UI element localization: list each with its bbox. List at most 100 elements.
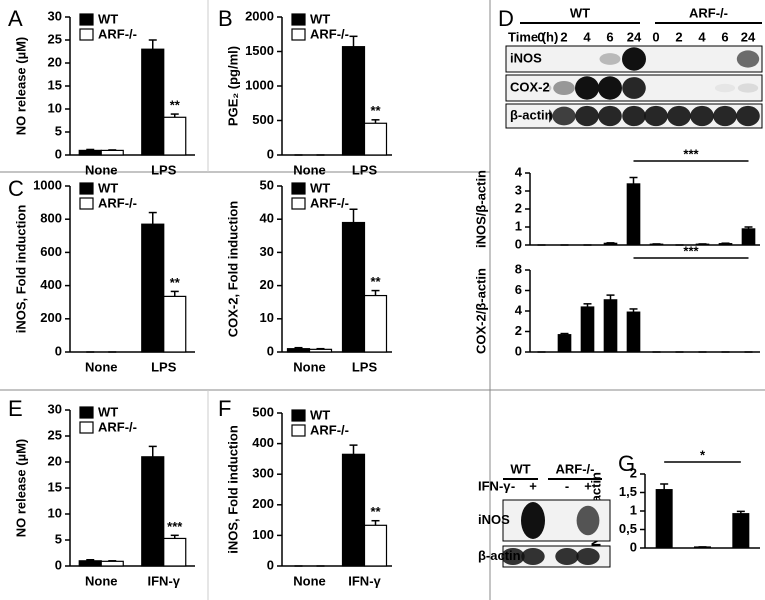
x-tick-label: None (293, 573, 326, 588)
legend-swatch (79, 421, 94, 434)
significance: ** (370, 274, 381, 289)
y-tick-label: 300 (252, 466, 274, 481)
y-tick-label: 6 (515, 282, 522, 297)
error-bar (170, 534, 179, 539)
y-tick-label: 200 (252, 496, 274, 511)
error-bar (371, 289, 380, 296)
x-tick-label: None (293, 162, 326, 177)
lane-label: 4 (583, 29, 591, 44)
y-tick-label: 2 (515, 323, 522, 338)
legend-label: WT (310, 11, 330, 26)
legend-swatch (291, 13, 306, 26)
lane-label: + (529, 478, 537, 493)
error-bar (148, 211, 157, 225)
error-bar (583, 303, 592, 307)
blot-band (576, 547, 600, 566)
bar (100, 560, 124, 567)
legend-label: WT (98, 180, 118, 195)
legend-swatch (79, 197, 94, 210)
blot-band (575, 105, 599, 127)
y-tick-label: 0 (267, 557, 274, 572)
legend-swatch (291, 182, 306, 195)
blot-band (555, 547, 579, 566)
y-tick-label: 0 (267, 146, 274, 161)
bar (363, 294, 388, 353)
blot-band (598, 105, 622, 127)
legend-label: ARF-/- (98, 26, 137, 41)
blot-band (622, 47, 646, 71)
lane-label: 2 (560, 29, 567, 44)
error-bar (86, 148, 95, 151)
significance: ** (170, 275, 181, 290)
panel-label: A (8, 6, 23, 31)
bar (341, 453, 366, 567)
y-tick-label: 500 (252, 404, 274, 419)
blot-band (622, 77, 646, 99)
blot-band (713, 105, 737, 127)
blot-band (737, 83, 759, 93)
error-bar (148, 39, 157, 50)
significance: *** (683, 243, 699, 258)
y-tick-label: 20 (48, 54, 62, 69)
bar (580, 306, 595, 353)
error-bar (349, 444, 358, 455)
y-tick-label: 5 (55, 123, 62, 138)
label-bg (507, 77, 549, 99)
legend-swatch (291, 28, 306, 41)
y-tick-label: 0 (55, 557, 62, 572)
lane-label: 24 (627, 29, 642, 44)
bar (732, 513, 750, 549)
error-bar (371, 519, 380, 526)
x-tick-label: LPS (352, 162, 378, 177)
y-tick-label: 30 (48, 8, 62, 23)
y-tick-label: 2 (515, 200, 522, 215)
row-label: COX-2 (510, 79, 550, 94)
lane-label: 6 (606, 29, 613, 44)
bar (341, 221, 366, 353)
panel-label: G (618, 451, 635, 476)
error-bar (744, 226, 753, 229)
blot-band (553, 80, 575, 96)
bar (163, 116, 187, 156)
y-tick-label: 2000 (245, 8, 274, 23)
error-bar (629, 176, 638, 184)
y-tick-label: 0 (515, 343, 522, 358)
legend-label: ARF-/- (98, 195, 137, 210)
y-tick-label: 25 (48, 427, 62, 442)
y-tick-label: 400 (252, 435, 274, 450)
legend-label: ARF-/- (98, 419, 137, 434)
lane-label: + (584, 478, 592, 493)
bar (626, 311, 641, 353)
error-bar (108, 560, 117, 562)
y-tick-label: 8 (515, 261, 522, 276)
blot-band (736, 50, 760, 68)
y-axis-label: iNOS, Fold induction (13, 205, 28, 334)
y-tick-label: 4 (515, 164, 523, 179)
lane-label: - (565, 478, 569, 493)
legend-swatch (79, 406, 94, 419)
y-tick-label: 1000 (245, 77, 274, 92)
y-tick-label: 0 (267, 343, 274, 358)
bar (626, 183, 641, 246)
row-label: β-actin (510, 107, 553, 122)
blot-band (736, 105, 760, 127)
y-tick-label: 15 (48, 479, 62, 494)
y-tick-label: 10 (48, 100, 62, 115)
y-tick-label: 0 (55, 146, 62, 161)
bar (163, 295, 187, 353)
error-bar (170, 113, 179, 118)
bar (78, 149, 102, 156)
y-tick-label: 0 (515, 236, 522, 251)
error-bar (170, 290, 179, 297)
y-tick-label: 10 (48, 505, 62, 520)
significance: ** (170, 97, 181, 112)
lane-label: 0 (537, 29, 544, 44)
error-bar (629, 308, 638, 313)
y-axis-label: iNOS/β-actin (473, 170, 488, 248)
y-tick-label: 20 (48, 453, 62, 468)
bar (78, 560, 102, 567)
lane-label: 4 (698, 29, 706, 44)
y-tick-label: 1000 (33, 177, 62, 192)
y-tick-label: 1 (515, 218, 522, 233)
error-bar (316, 347, 325, 350)
